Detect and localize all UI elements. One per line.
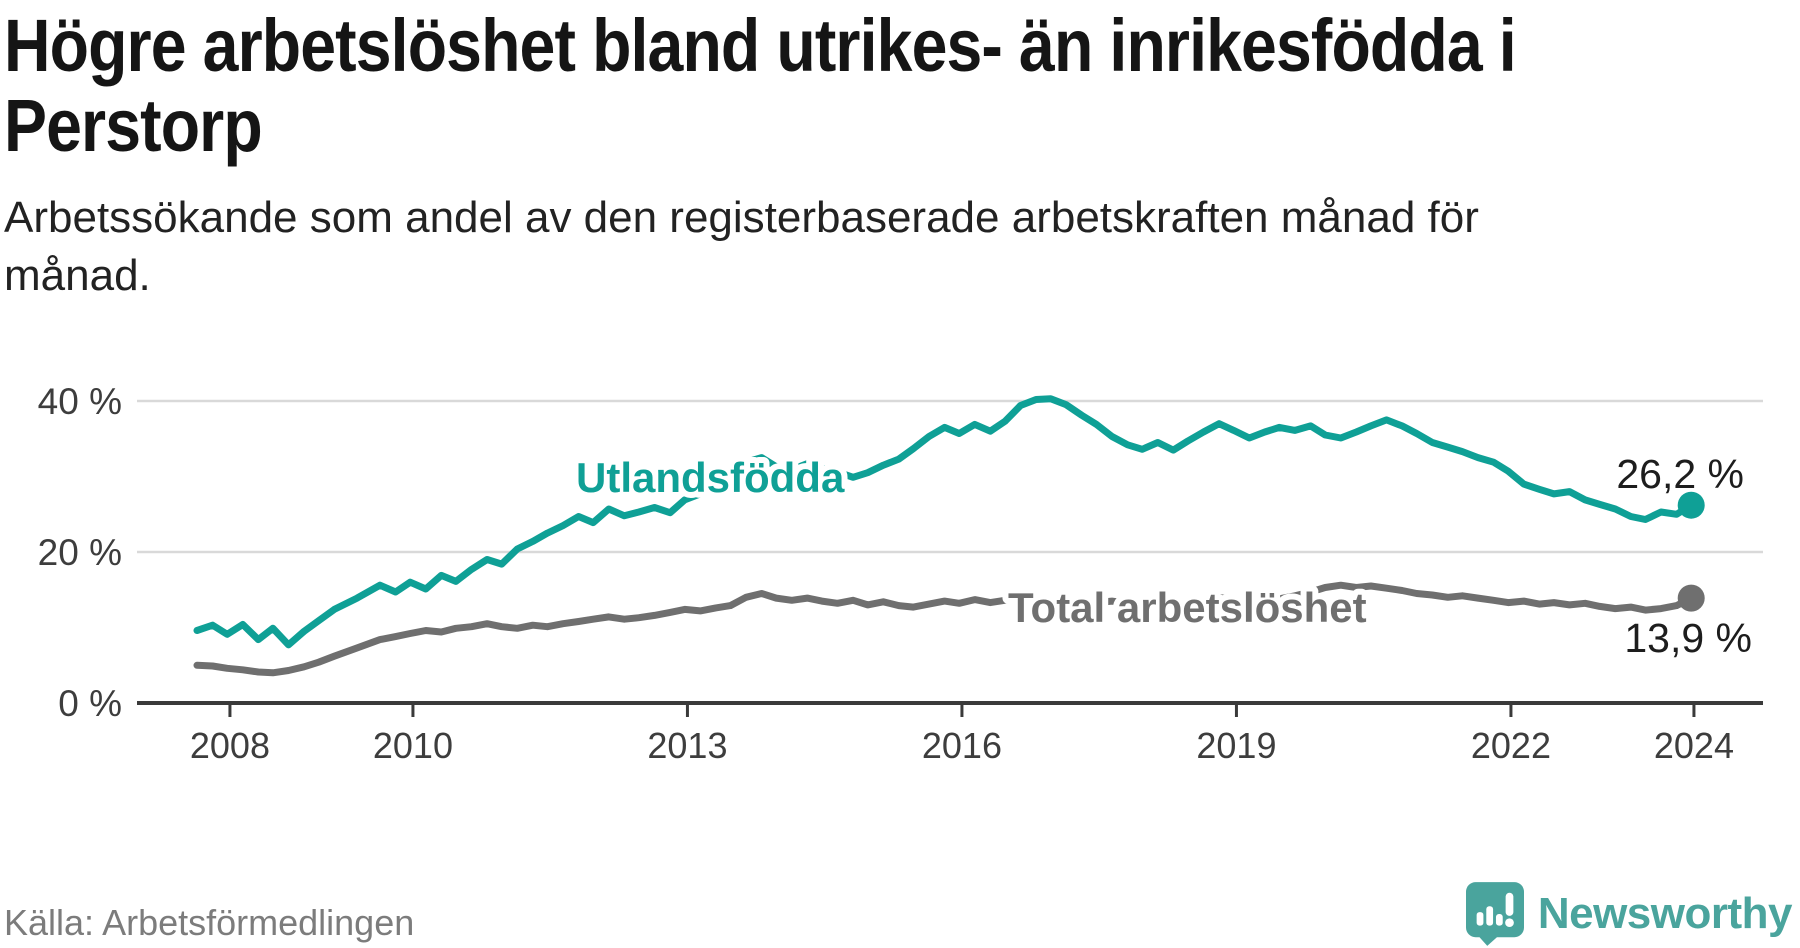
x-tick-label-2008: 2008 xyxy=(190,725,270,766)
x-tick-label-2019: 2019 xyxy=(1196,725,1276,766)
newsworthy-logo-icon xyxy=(1465,882,1524,946)
y-tick-label-20: 20 % xyxy=(38,532,122,573)
y-tick-label-0: 0 % xyxy=(58,683,122,724)
page-subtitle-line-2: månad. xyxy=(4,251,151,300)
x-tick-label-2010: 2010 xyxy=(373,725,453,766)
page-subtitle: Arbetssökande som andel av den registerb… xyxy=(4,189,1479,305)
source-note: Källa: Arbetsförmedlingen xyxy=(4,902,415,943)
series-label-foreign: Utlandsfödda xyxy=(576,454,845,501)
page-subtitle-line-1: Arbetssökande som andel av den registerb… xyxy=(4,193,1479,242)
end-value-label-foreign: 26,2 % xyxy=(1616,451,1744,497)
brand-wordmark: Newsworthy xyxy=(1537,889,1793,938)
y-tick-label-40: 40 % xyxy=(38,381,122,422)
end-value-label-total: 13,9 % xyxy=(1624,615,1752,661)
x-tick-label-2013: 2013 xyxy=(647,725,727,766)
page-title-line-2: Perstorp xyxy=(4,84,263,167)
series-line-total xyxy=(193,581,1695,677)
x-tick-label-2016: 2016 xyxy=(922,725,1002,766)
page-title-line-1: Högre arbetslöshet bland utrikes- än inr… xyxy=(4,4,1517,87)
brand-footer: Newsworthy xyxy=(1465,882,1793,946)
page-title: Högre arbetslöshet bland utrikes- än inr… xyxy=(4,4,1517,167)
series-label-total: Total arbetslöshet xyxy=(1008,584,1367,631)
series-end-dot-foreign xyxy=(1677,491,1705,519)
series-end-dot-total xyxy=(1677,584,1705,612)
x-tick-label-2022: 2022 xyxy=(1471,725,1551,766)
series-line-foreign xyxy=(193,395,1695,649)
x-tick-label-2024: 2024 xyxy=(1654,725,1734,766)
